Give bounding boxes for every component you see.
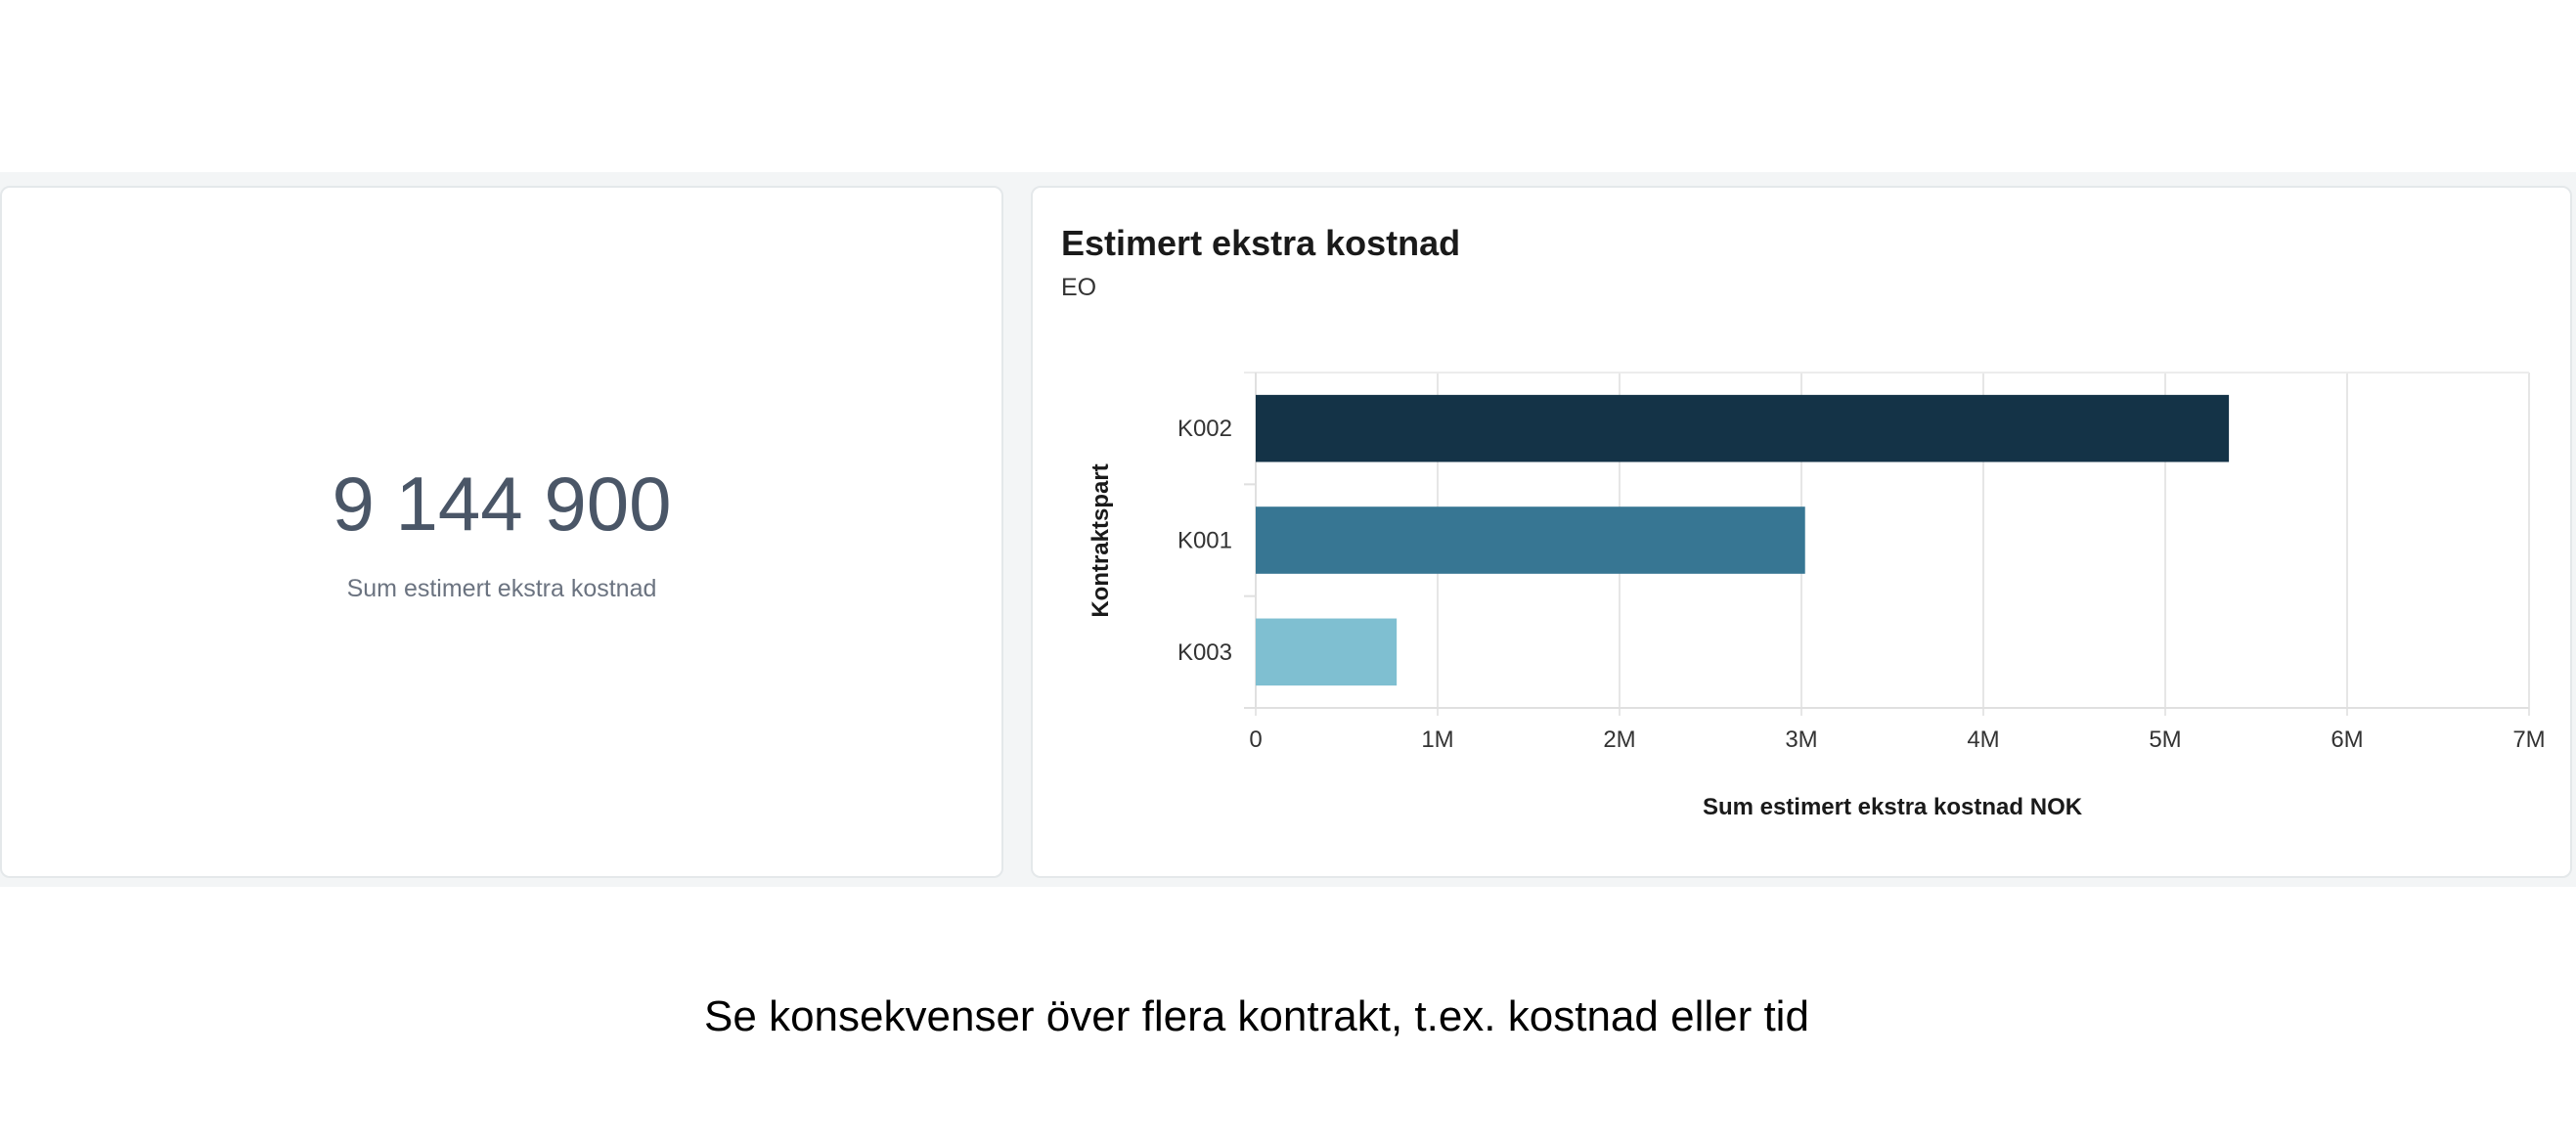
y-tick-label: K003 bbox=[1177, 639, 1232, 666]
x-tick-label: 3M bbox=[1785, 726, 1817, 753]
y-axis-title: Kontraktspart bbox=[1088, 463, 1114, 617]
x-tick-label: 2M bbox=[1603, 726, 1635, 753]
bar-k002 bbox=[1256, 394, 2230, 462]
chart-title: Estimert ekstra kostnad bbox=[1061, 223, 1461, 263]
chart-subtitle: EO bbox=[1061, 274, 1097, 301]
bar-k001 bbox=[1256, 506, 1805, 574]
x-axis-title: Sum estimert ekstra kostnad NOK bbox=[1703, 794, 2083, 820]
kpi-label: Sum estimert ekstra kostnad bbox=[346, 575, 657, 602]
x-tick-label: 4M bbox=[1967, 726, 1999, 753]
bar-chart: 0 1M 2M 3M 4M 5M 6M 7M K002 K001 K003 Sum estimert … bbox=[1088, 372, 2546, 820]
kpi-card bbox=[0, 186, 1003, 878]
kpi-value: 9 144 900 bbox=[332, 461, 672, 547]
x-tick-label: 5M bbox=[2149, 726, 2181, 753]
x-tick-label: 0 bbox=[1249, 726, 1262, 753]
bar-k003 bbox=[1256, 618, 1398, 686]
caption: Se konsekvenser över flera kontrakt, t.e… bbox=[704, 992, 1809, 1040]
x-tick-label: 1M bbox=[1421, 726, 1453, 753]
x-tick-label: 6M bbox=[2331, 726, 2363, 753]
y-tick-label: K001 bbox=[1177, 528, 1232, 554]
x-tick-label: 7M bbox=[2512, 726, 2545, 753]
y-tick-label: K002 bbox=[1177, 416, 1232, 442]
